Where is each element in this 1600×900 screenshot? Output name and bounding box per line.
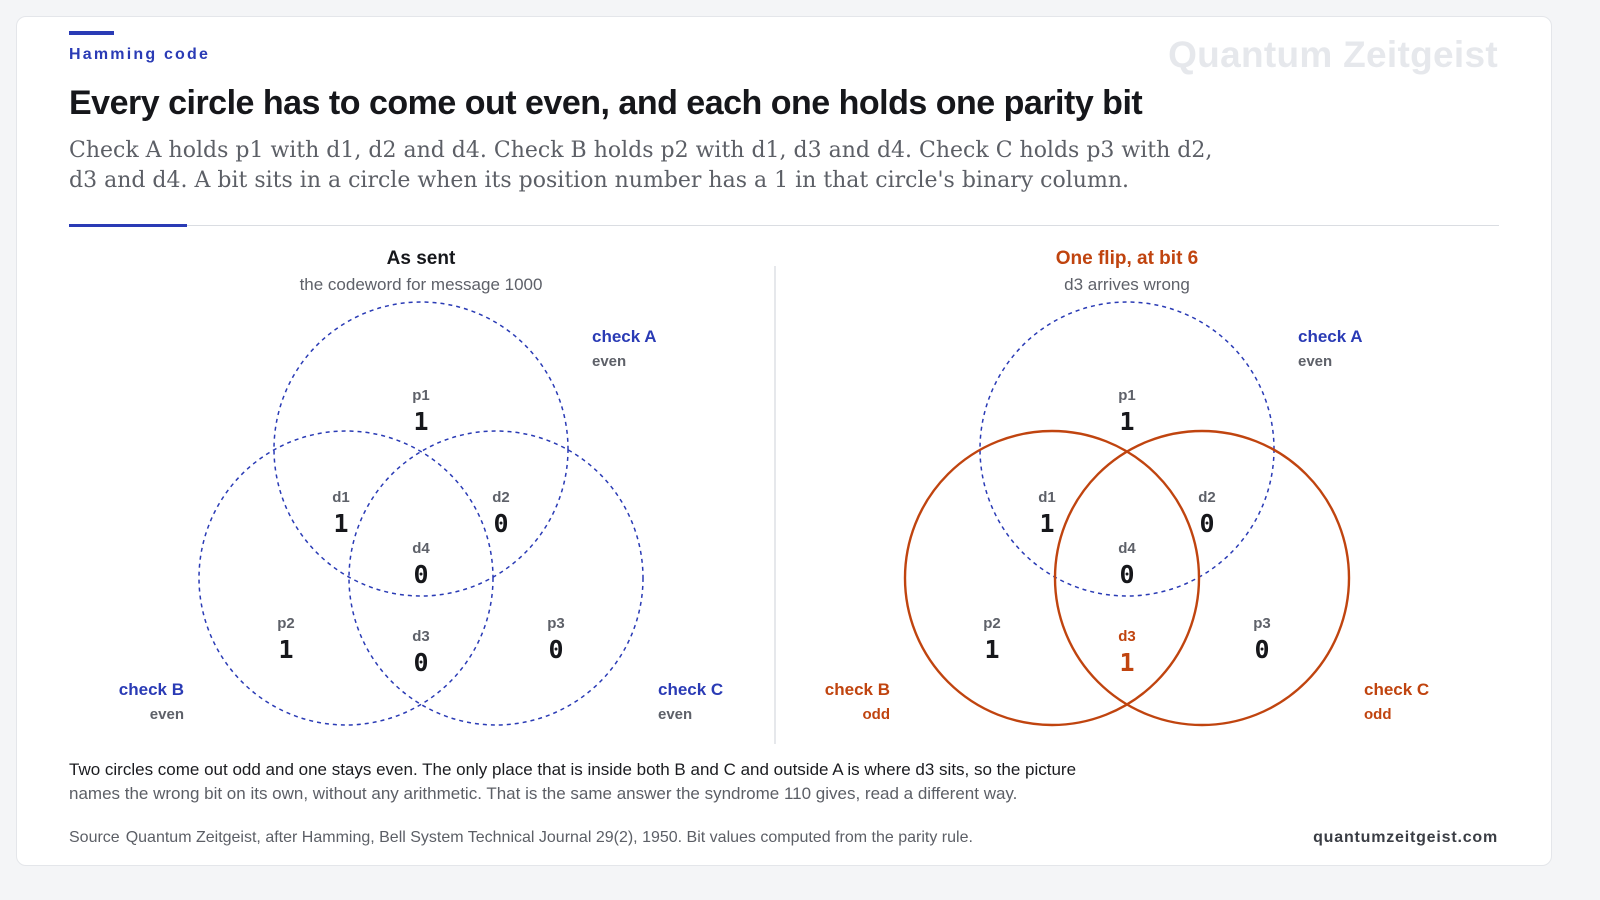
panel-2-bit-p2-value: 1 (984, 635, 999, 664)
panel-2-bit-d1-value: 1 (1039, 509, 1054, 538)
page-subtitle: Check A holds p1 with d1, d2 and d4. Che… (69, 138, 1213, 193)
panel-1-check-b-circle (198, 430, 494, 726)
panel-1-check-c-status: even (658, 706, 692, 723)
panel-2-bit-p3-value: 0 (1254, 635, 1269, 664)
panel-2-check-b-status: odd (863, 706, 891, 723)
panel-1-check-b-label: check B (119, 680, 184, 699)
panel-1-check-a-label: check A (592, 327, 657, 346)
caption-line-1: Two circles come out odd and one stays e… (69, 760, 1077, 779)
caption-line-2: names the wrong bit on its own, without … (69, 784, 1018, 803)
panel-1-bit-d4-value: 0 (413, 560, 428, 589)
page-title: Every circle has to come out even, and e… (69, 84, 1143, 122)
panel-1-check-c-circle (348, 430, 644, 726)
panel-1-bit-p2-name: p2 (277, 615, 295, 632)
panel-2-bit-d4-name: d4 (1118, 540, 1136, 557)
header-divider (69, 225, 1499, 226)
panel-1-check-a-circle (273, 301, 569, 597)
eyebrow-accent-bar (69, 31, 114, 35)
panel-2-bit-d2-value: 0 (1199, 509, 1214, 538)
header-divider-accent (69, 224, 187, 227)
panel-2-bit-d3-value: 1 (1119, 648, 1134, 677)
panel-1-bit-d2-value: 0 (493, 509, 508, 538)
panel-2-title: One flip, at bit 6 (1056, 248, 1199, 269)
panel-2-check-a-label: check A (1298, 327, 1363, 346)
panel-2-bit-d4-value: 0 (1119, 560, 1134, 589)
panel-2-check-c-status: odd (1364, 706, 1392, 723)
panel-1-bit-p2-value: 1 (278, 635, 293, 664)
panel-2-bit-p1-value: 1 (1119, 407, 1134, 436)
panel-1-title: As sent (387, 248, 456, 269)
panel-1-subtitle: the codeword for message 1000 (300, 275, 543, 294)
panel-2-bit-p3-name: p3 (1253, 615, 1271, 632)
caption: Two circles come out odd and one stays e… (69, 758, 1179, 806)
source-label: Source (69, 829, 120, 846)
panel-2-check-c-label: check C (1364, 680, 1429, 699)
panel-1-bit-d1-value: 1 (333, 509, 348, 538)
panel-2-check-c-circle (1053, 429, 1351, 727)
brand-watermark: Quantum Zeitgeist (1168, 34, 1498, 75)
panel-2-bit-p1-name: p1 (1118, 387, 1136, 404)
panel-2-bit-d3-name: d3 (1118, 628, 1136, 645)
content-card (16, 16, 1552, 866)
panel-2-bit-d1-name: d1 (1038, 489, 1056, 506)
panel-2-check-a-status: even (1298, 353, 1332, 370)
source-text: Quantum Zeitgeist, after Hamming, Bell S… (125, 829, 973, 846)
panel-2-check-b-label: check B (825, 680, 890, 699)
panel-1-bit-p1-value: 1 (413, 407, 428, 436)
panel-1-bit-d4-name: d4 (412, 540, 430, 557)
panel-2-check-b-circle (903, 429, 1201, 727)
panel-2-bit-p2-name: p2 (983, 615, 1001, 632)
panel-1-bit-p3-value: 0 (548, 635, 563, 664)
eyebrow-label: Hamming code (69, 46, 211, 63)
panel-1-bit-d2-name: d2 (492, 489, 510, 506)
panel-1-bit-d3-name: d3 (412, 628, 430, 645)
panel-1-check-c-label: check C (658, 680, 723, 699)
panel-2-subtitle: d3 arrives wrong (1064, 275, 1190, 294)
panel-1-check-a-status: even (592, 353, 626, 370)
site-url: quantumzeitgeist.com (1313, 829, 1498, 846)
panel-1-bit-d1-name: d1 (332, 489, 350, 506)
panel-1-bit-p3-name: p3 (547, 615, 565, 632)
panel-1-bit-d3-value: 0 (413, 648, 428, 677)
panel-1-check-b-status: even (150, 706, 184, 723)
panel-2-bit-d2-name: d2 (1198, 489, 1216, 506)
panel-1-bit-p1-name: p1 (412, 387, 430, 404)
source-note: Source Quantum Zeitgeist, after Hamming, … (69, 829, 973, 847)
